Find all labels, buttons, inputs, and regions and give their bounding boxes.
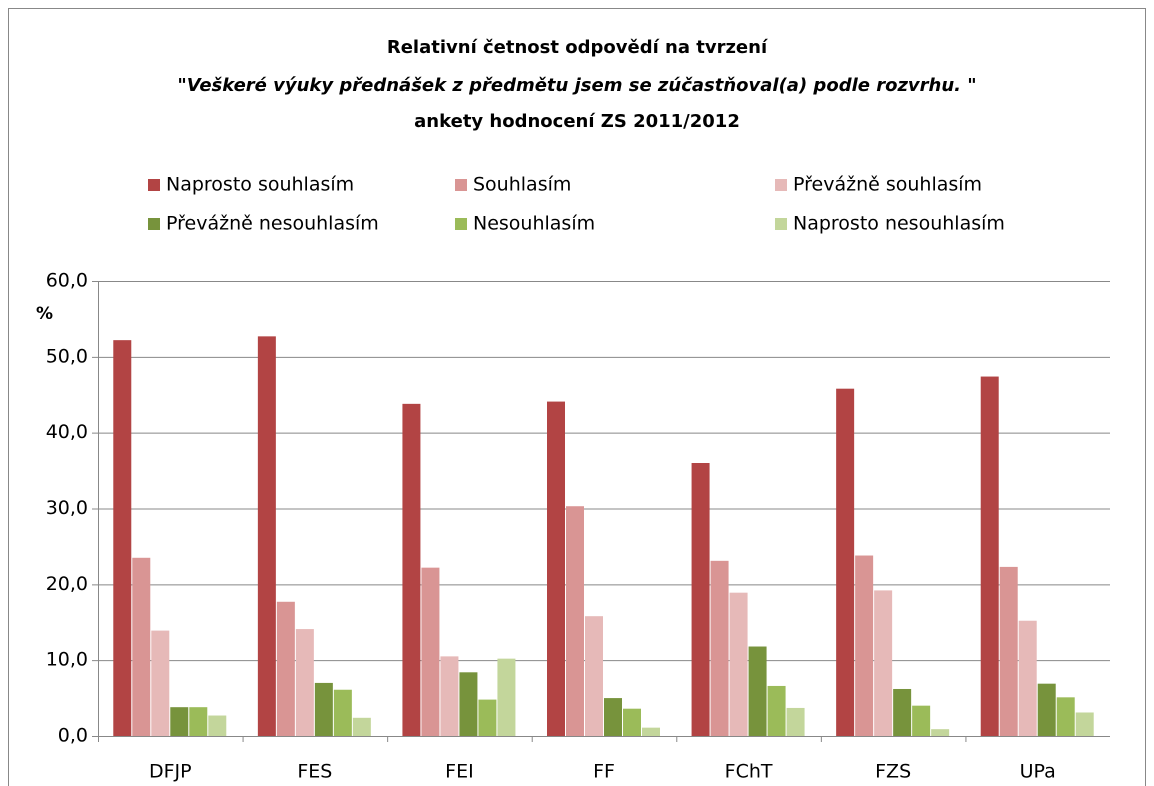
bar [113, 340, 132, 736]
bar [440, 656, 459, 736]
bar [729, 592, 748, 736]
bar [874, 590, 893, 736]
bar [710, 560, 729, 736]
bar [1037, 683, 1056, 736]
bar [276, 601, 295, 736]
bar [836, 388, 855, 736]
bar [604, 698, 622, 736]
legend-swatch [775, 218, 787, 230]
chart-title: Relativní četnost odpovědí na tvrzení [387, 37, 768, 58]
bar [478, 699, 497, 736]
legend-swatch [148, 179, 160, 191]
bar [170, 707, 189, 736]
bar [786, 707, 805, 736]
bar [497, 658, 516, 736]
y-tick-label: 20,0 [46, 573, 88, 595]
y-tick-label: 60,0 [46, 270, 88, 292]
y-tick-label: 10,0 [46, 649, 88, 671]
x-tick-label: FEI [445, 761, 474, 783]
y-axis-label: % [36, 304, 53, 324]
x-tick-label: UPa [1020, 761, 1056, 783]
bar [333, 689, 352, 736]
bar [295, 629, 314, 736]
chart-subtitle: ankety hodnocení ZS 2011/2012 [414, 111, 740, 132]
y-tick-label: 0,0 [58, 725, 88, 747]
bar [931, 729, 950, 736]
bar [314, 682, 333, 736]
bar [1075, 712, 1094, 736]
chart-subtitle: "Veškeré výuky přednášek z předmětu jsem… [177, 75, 976, 96]
legend-label: Naprosto souhlasím [166, 174, 354, 196]
bar [402, 403, 421, 736]
bar [547, 401, 565, 736]
bar [893, 688, 912, 736]
bar [208, 715, 227, 736]
bar [566, 506, 584, 736]
bar [767, 685, 786, 736]
legend-swatch [455, 218, 467, 230]
bar [1056, 697, 1075, 736]
legend-swatch [148, 218, 160, 230]
legend-swatch [775, 179, 787, 191]
bar [855, 555, 874, 736]
bar [999, 566, 1018, 736]
legend-label: Souhlasím [473, 174, 571, 196]
bar [980, 376, 999, 736]
legend-label: Převážně nesouhlasím [166, 213, 379, 235]
x-tick-label: FChT [725, 761, 773, 783]
bar [151, 630, 170, 736]
bar [189, 707, 208, 736]
x-tick-label: FZS [875, 761, 911, 783]
bar [623, 708, 641, 736]
bar [352, 717, 371, 736]
y-tick-label: 30,0 [46, 497, 88, 519]
bar [421, 567, 440, 736]
x-tick-label: DFJP [149, 761, 192, 783]
bar [912, 705, 931, 736]
legend-label: Nesouhlasím [473, 213, 595, 235]
bar [257, 336, 276, 736]
bar [132, 557, 151, 736]
bar [642, 727, 660, 736]
legend-label: Naprosto nesouhlasím [793, 213, 1005, 235]
y-tick-label: 40,0 [46, 421, 88, 443]
legend-label: Převážně souhlasím [793, 174, 982, 196]
legend-swatch [455, 179, 467, 191]
bar [1018, 620, 1037, 736]
y-tick-label: 50,0 [46, 345, 88, 367]
x-tick-label: FES [297, 761, 332, 783]
bar [748, 646, 767, 736]
bar [691, 463, 710, 736]
bar [459, 672, 478, 736]
bar [585, 616, 603, 736]
x-tick-label: FF [593, 761, 615, 783]
